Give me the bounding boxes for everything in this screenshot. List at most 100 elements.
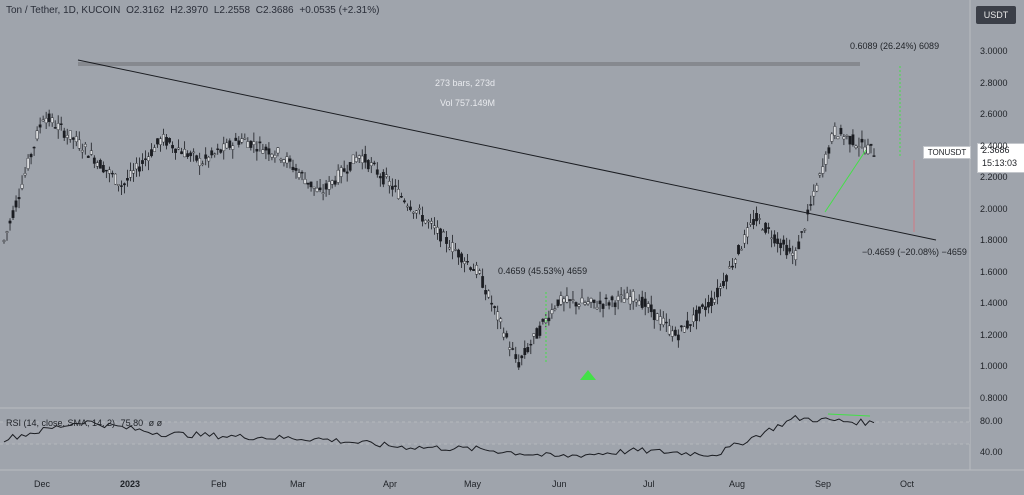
candle-body	[381, 171, 385, 185]
time-axis-label: May	[464, 479, 482, 489]
candle-body	[336, 169, 340, 183]
price-path-line	[824, 149, 867, 213]
candle-body	[583, 302, 587, 305]
candle-body	[405, 205, 409, 208]
candle-body	[529, 343, 533, 346]
candle-body	[797, 241, 801, 250]
candle-body	[156, 138, 159, 145]
volume-label: Vol 757.149M	[440, 98, 496, 108]
candle-body	[845, 135, 849, 137]
candle-body	[150, 149, 153, 157]
candle-body	[399, 196, 403, 198]
candle-body	[463, 261, 466, 264]
candle-body	[219, 149, 223, 153]
candle-body	[324, 183, 328, 190]
candle-body	[369, 162, 373, 166]
low-label: L	[213, 5, 220, 16]
candle-body	[860, 138, 864, 143]
open-label: O	[126, 5, 134, 16]
candle-body	[231, 145, 235, 150]
candle-body	[421, 215, 424, 222]
rsi-header: RSI (14, close, SMA, 14, 2) 75.80 ø ø	[6, 418, 162, 428]
candle-body	[740, 248, 743, 251]
candle-body	[731, 265, 734, 268]
candle-body	[126, 178, 129, 181]
candle-body	[107, 169, 111, 174]
price-axis-label: 1.4000	[980, 298, 1008, 309]
candle-body	[788, 247, 792, 252]
candle-body	[321, 192, 325, 194]
candle-body	[80, 150, 84, 153]
candle-body	[47, 113, 51, 122]
candle-body	[327, 181, 331, 190]
candle-body	[643, 298, 647, 307]
candle-body	[291, 166, 295, 171]
candle-body	[764, 222, 768, 233]
candle-body	[56, 123, 60, 130]
price-axis-label: 3.0000	[980, 46, 1008, 56]
candle-body	[41, 119, 45, 122]
candle-body	[17, 197, 21, 200]
candle-body	[409, 206, 412, 211]
candle-body	[655, 313, 659, 321]
candle-body	[246, 141, 250, 148]
candle-body	[701, 304, 704, 307]
time-axis-label: Mar	[290, 479, 306, 489]
candle-body	[625, 292, 629, 300]
candle-body	[523, 348, 527, 356]
candle-body	[520, 355, 524, 359]
close-label: C	[255, 5, 264, 16]
candle-body	[728, 266, 731, 269]
candle-body	[92, 157, 96, 164]
candle-body	[634, 299, 638, 303]
candle-body	[234, 137, 238, 141]
candle-body	[270, 153, 274, 158]
candle-body	[667, 325, 671, 335]
candle-body	[86, 155, 90, 158]
candle-body	[5, 231, 9, 233]
candle-body	[472, 268, 476, 271]
candle-body	[144, 158, 147, 160]
candle-body	[830, 133, 834, 142]
candle-body	[439, 228, 442, 242]
candle-body	[779, 242, 783, 249]
candle-body	[734, 259, 737, 264]
candle-body	[574, 302, 578, 307]
candle-body	[207, 156, 211, 162]
candle-body	[402, 200, 406, 203]
candle-body	[710, 297, 713, 306]
candle-body	[457, 249, 460, 258]
candle-body	[592, 299, 596, 304]
candle-body	[195, 155, 199, 161]
candle-body	[722, 280, 725, 287]
candle-body	[791, 252, 795, 256]
close-value: 2.3686	[263, 5, 294, 16]
candle-body	[83, 143, 87, 147]
candle-body	[396, 189, 400, 199]
candle-body	[348, 162, 352, 171]
currency-button[interactable]: USDT	[976, 6, 1016, 24]
candle-body	[312, 186, 316, 189]
candle-body	[38, 124, 42, 128]
candle-body	[264, 146, 268, 151]
price-axis-label: 2.8000	[980, 77, 1008, 88]
candle-body	[511, 348, 515, 350]
low-value: 2.2558	[219, 5, 251, 16]
candle-body	[598, 300, 602, 305]
candle-body	[773, 234, 777, 244]
candle-body	[53, 127, 57, 129]
candle-body	[646, 303, 650, 308]
candle-body	[225, 142, 229, 149]
candle-body	[800, 231, 804, 233]
rsi-axis-label: 80.00	[980, 416, 1003, 426]
candle-body	[123, 183, 126, 186]
candle-body	[153, 147, 156, 152]
candle-body	[147, 156, 150, 161]
candle-body	[165, 137, 168, 146]
candle-body	[384, 174, 388, 177]
price-axis-label: 2.0000	[980, 203, 1008, 214]
candle-body	[2, 240, 6, 242]
candle-body	[451, 242, 454, 252]
